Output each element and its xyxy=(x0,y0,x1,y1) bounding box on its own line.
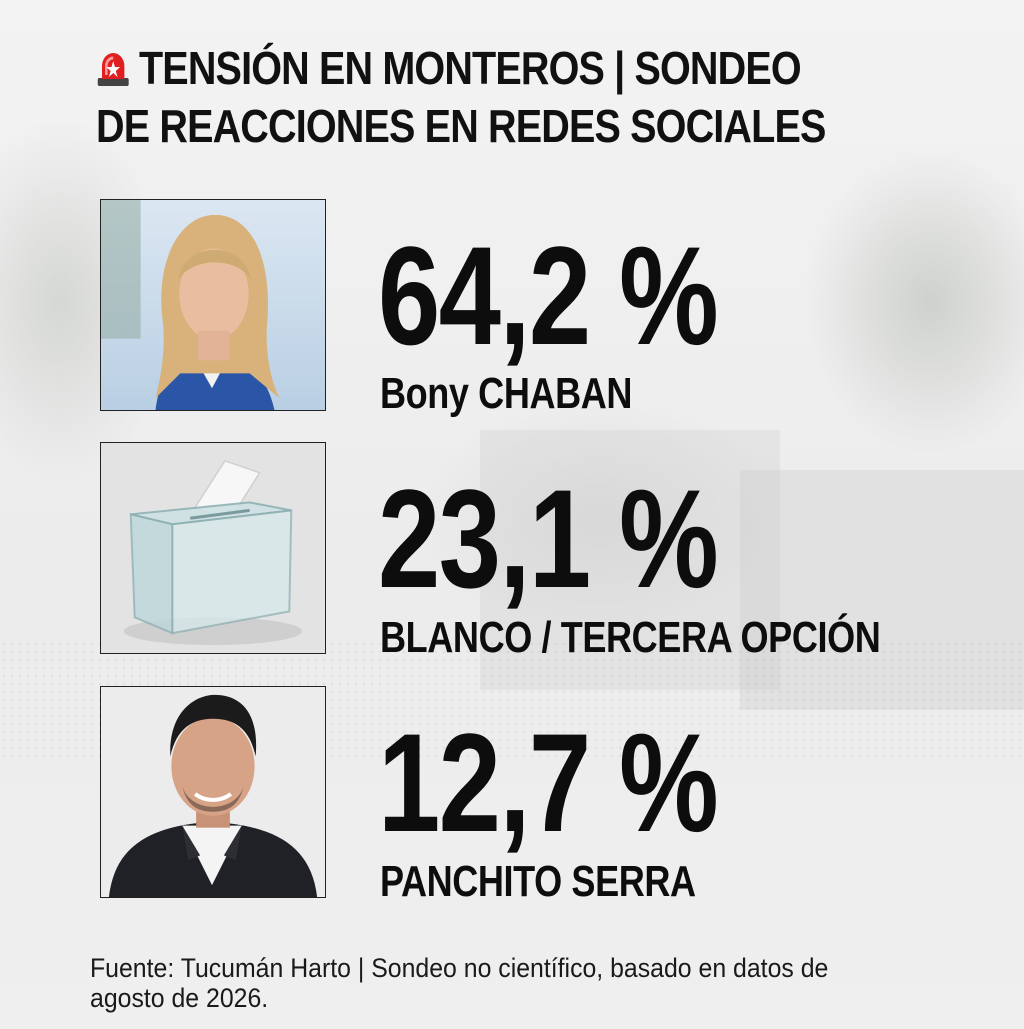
siren-icon xyxy=(97,53,129,86)
source-footnote: Fuente: Tucumán Harto | Sondeo no cientí… xyxy=(90,953,863,1013)
candidate-label-1: Bony CHABAN xyxy=(380,369,633,418)
background-building xyxy=(480,430,780,690)
percent-value-3: 12,7 % xyxy=(378,704,719,861)
title-text-1: TENSIÓN EN MONTEROS | SONDEO xyxy=(139,42,802,94)
candidate-photo-chaban xyxy=(100,199,326,411)
source-line-2: agosto de 2026. xyxy=(90,983,269,1014)
page-title: TENSIÓN EN MONTEROS | SONDEO DE REACCION… xyxy=(96,40,836,155)
percent-value-1: 64,2 % xyxy=(378,217,719,374)
candidate-photo-serra xyxy=(100,686,326,898)
candidate-label-3: PANCHITO SERRA xyxy=(380,857,696,906)
title-line-1: TENSIÓN EN MONTEROS | SONDEO xyxy=(96,42,802,94)
title-line-2: DE REACCIONES EN REDES SOCIALES xyxy=(96,99,826,152)
woman-portrait-image xyxy=(101,200,325,410)
source-line-1: Fuente: Tucumán Harto | Sondeo no cientí… xyxy=(90,953,829,983)
ballot-box-photo xyxy=(100,442,326,654)
man-portrait-image xyxy=(101,687,325,897)
background-building-right xyxy=(740,470,1024,710)
ballot-box-image xyxy=(101,443,325,653)
option-label-2: BLANCO / TERCERA OPCIÓN xyxy=(380,613,881,662)
percent-value-2: 23,1 % xyxy=(378,460,719,617)
